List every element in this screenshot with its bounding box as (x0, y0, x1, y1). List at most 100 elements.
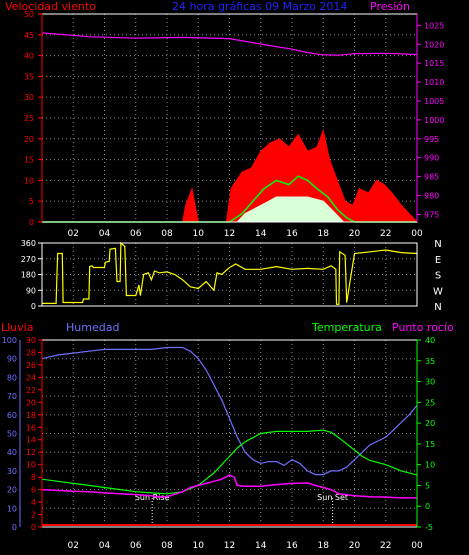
rain-axis-tick-label: 20 (26, 398, 36, 407)
rain-axis-tick-label: 14 (26, 436, 36, 445)
temp-axis-tick-label: -5 (425, 523, 433, 532)
compass-label: W (433, 286, 443, 297)
humidity-axis-tick-label: 10 (7, 504, 17, 513)
humidity-axis-tick-label: 50 (7, 430, 17, 439)
pressure-line (41, 32, 418, 56)
x-axis-tick-label: 20 (349, 541, 361, 551)
left-axis-tick-label: 0 (29, 218, 34, 227)
wind-speed-line (42, 175, 417, 223)
right-axis-tick-label: 1005 (424, 97, 444, 106)
pressure-label: Presión (370, 0, 410, 13)
rain-axis-tick-label: 0 (31, 523, 36, 532)
wind-pressure-panel: 0510152025303540455097598098599099510001… (24, 10, 445, 239)
temperature-label: Temperatura (311, 321, 382, 334)
humidity-axis-tick-label: 60 (7, 411, 17, 420)
right-axis-tick-label: 1025 (424, 21, 444, 30)
temp-axis-tick-label: 10 (425, 461, 435, 470)
rain-axis-tick-label: 10 (26, 461, 36, 470)
x-axis-tick-label: 06 (130, 541, 142, 551)
compass-label: N (434, 239, 441, 250)
temp-axis-tick-label: 0 (425, 502, 430, 511)
x-axis-tick-label: 04 (99, 541, 111, 551)
rain-humidity-temp-panel: Sun Rise Sun Set0102030405060708090100024… (2, 336, 435, 551)
humidity-axis-tick-label: 20 (7, 486, 17, 495)
x-axis-tick-label: 12 (224, 229, 235, 239)
humidity-axis-tick-label: 80 (7, 373, 17, 382)
x-axis-tick-label: 08 (161, 541, 173, 551)
left-axis-tick-label: 15 (24, 156, 34, 165)
right-axis-tick-label: 995 (424, 135, 439, 144)
rain-axis-tick-label: 24 (26, 373, 36, 382)
x-axis-tick-label: 04 (99, 229, 111, 239)
temp-axis-tick-label: 25 (425, 398, 435, 407)
wind-speed-label: Velocidad viento (5, 0, 96, 13)
wind-direction-line (42, 241, 418, 305)
x-axis-tick-label: 08 (161, 229, 173, 239)
rain-axis-tick-label: 2 (31, 511, 36, 520)
left-axis-tick-label: 40 (24, 52, 34, 61)
temp-axis-tick-label: 5 (425, 481, 430, 490)
sunset-label: Sun Set (317, 493, 348, 502)
rain-label: Lluvia (1, 321, 33, 334)
dewpoint-line (41, 474, 417, 499)
humidity-axis-tick-label: 40 (7, 448, 17, 457)
rain-axis-tick-label: 12 (26, 448, 36, 457)
x-axis-tick-label: 02 (68, 229, 79, 239)
rain-axis-tick-label: 30 (26, 336, 36, 345)
rain-axis-tick-label: 18 (26, 411, 36, 420)
compass-label: S (435, 271, 441, 282)
humidity-line (41, 346, 418, 476)
x-axis-tick-label: 18 (318, 541, 330, 551)
right-axis-tick-label: 990 (424, 154, 439, 163)
left-axis-tick-label: 10 (24, 176, 34, 185)
x-axis-tick-label: 18 (318, 229, 330, 239)
rain-axis-tick-label: 22 (26, 386, 36, 395)
left-axis-tick-label: 35 (24, 72, 34, 81)
rain-axis-tick-label: 8 (31, 473, 36, 482)
compass-label: E (435, 255, 441, 266)
direction-axis-tick-label: 90 (26, 286, 36, 295)
left-axis-tick-label: 5 (29, 197, 34, 206)
x-axis-tick-label: 10 (193, 541, 205, 551)
right-axis-tick-label: 975 (424, 210, 439, 219)
humidity-axis-tick-label: 90 (7, 355, 17, 364)
direction-axis-tick-label: 180 (21, 271, 36, 280)
sunrise-label: Sun Rise (135, 493, 170, 502)
rain-axis-tick-label: 16 (26, 423, 36, 432)
temp-axis-tick-label: 40 (425, 336, 435, 345)
humidity-axis-tick-label: 70 (7, 392, 17, 401)
right-axis-tick-label: 985 (424, 173, 439, 182)
x-axis-tick-label: 14 (255, 229, 267, 239)
x-axis-tick-label: 14 (255, 541, 267, 551)
x-axis-tick-label: 20 (349, 229, 361, 239)
left-axis-tick-label: 20 (24, 135, 34, 144)
rain-axis-tick-label: 26 (26, 361, 36, 370)
x-axis-tick-label: 10 (193, 229, 205, 239)
right-axis-tick-label: 1010 (424, 78, 444, 87)
rain-axis-tick-label: 28 (26, 348, 36, 357)
left-axis-tick-label: 30 (24, 93, 34, 102)
temp-axis-tick-label: 20 (425, 419, 435, 428)
chart-title: 24 hora gráficas 09 Marzo 2014 (172, 0, 347, 13)
direction-axis-tick-label: 270 (21, 255, 36, 264)
x-axis-tick-label: 22 (380, 541, 391, 551)
temperature-line (41, 429, 418, 495)
humidity-axis-tick-label: 30 (7, 467, 17, 476)
x-axis-tick-label: 00 (411, 541, 423, 551)
left-axis-tick-label: 25 (24, 114, 34, 123)
temp-axis-tick-label: 35 (425, 357, 435, 366)
direction-axis-tick-label: 0 (31, 302, 36, 311)
compass-label: N (434, 302, 441, 313)
humidity-axis-tick-label: 0 (12, 523, 17, 532)
direction-axis-tick-label: 360 (21, 239, 36, 248)
humidity-axis-tick-label: 100 (2, 336, 17, 345)
left-axis-tick-label: 45 (24, 31, 34, 40)
x-axis-tick-label: 16 (286, 229, 298, 239)
x-axis-tick-label: 00 (411, 229, 423, 239)
dewpoint-label: Punto rocío (392, 321, 454, 334)
right-axis-tick-label: 980 (424, 192, 439, 201)
x-axis-tick-label: 22 (380, 229, 391, 239)
